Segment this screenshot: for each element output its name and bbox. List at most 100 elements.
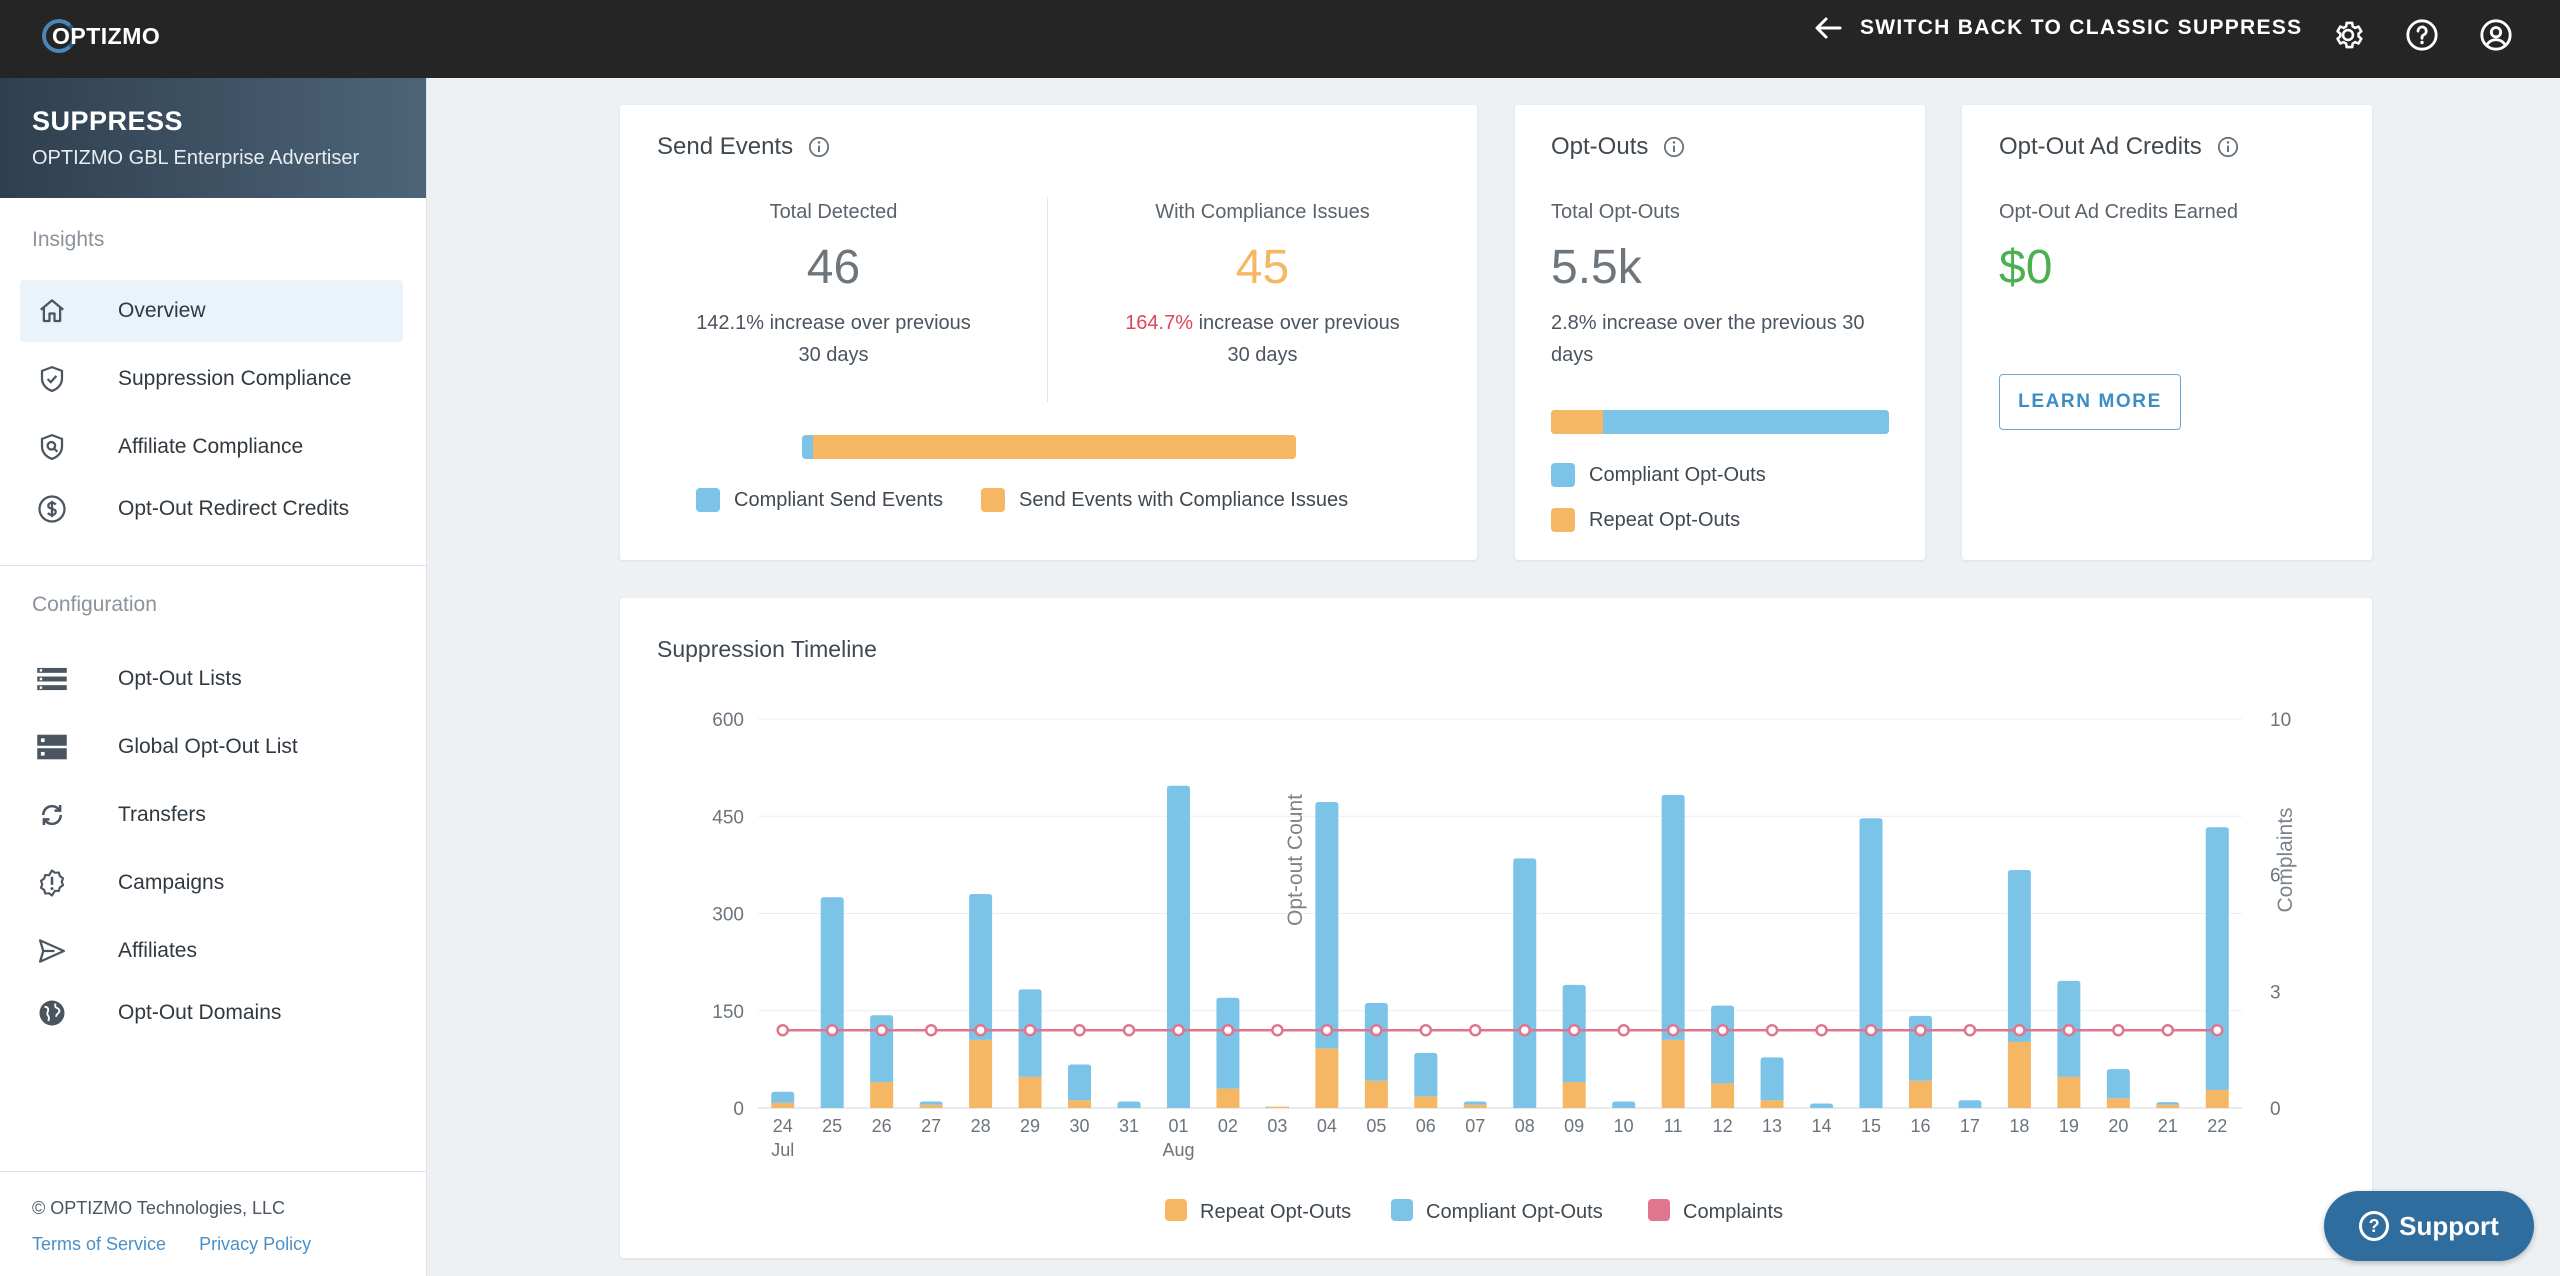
- dollar-circle-icon: [32, 489, 72, 529]
- bar-repeat-opt-outs: [2106, 1098, 2130, 1108]
- chart-bars: [771, 785, 2229, 1110]
- sidebar-item-opt-out-lists[interactable]: Opt-Out Lists: [20, 648, 403, 710]
- x-month-label: Jul: [771, 1140, 794, 1160]
- complaint-point: [1716, 1023, 1729, 1037]
- x-tick-label: 16: [1910, 1116, 1930, 1136]
- info-icon[interactable]: [2216, 135, 2240, 159]
- complaint-point: [2062, 1023, 2076, 1037]
- alert-badge-icon: [32, 863, 72, 903]
- bar-compliant-opt-outs: [1414, 1052, 1438, 1097]
- bar-compliant-opt-outs: [2205, 827, 2229, 1090]
- complaint-point: [974, 1023, 987, 1037]
- x-tick-label: 19: [2059, 1116, 2079, 1136]
- bar-repeat-opt-outs: [870, 1082, 894, 1108]
- credits-earned-label: Opt-Out Ad Credits Earned: [1999, 201, 2239, 223]
- support-button[interactable]: ? Support: [2324, 1191, 2534, 1261]
- x-month-label: Aug: [1162, 1140, 1194, 1160]
- total-opt-outs-value: 5.5k: [1551, 241, 1642, 294]
- complaint-point: [1370, 1023, 1383, 1037]
- section-label-insights: Insights: [32, 228, 105, 251]
- globe-icon: [32, 993, 72, 1033]
- terms-of-service-link[interactable]: Terms of Service: [32, 1234, 167, 1254]
- sidebar-item-transfers[interactable]: Transfers: [20, 784, 403, 846]
- sidebar-item-suppression-compliance[interactable]: Suppression Compliance: [20, 348, 403, 410]
- sidebar-divider: [0, 565, 427, 566]
- x-tick-label: 14: [1812, 1116, 1832, 1136]
- legend-swatch-issues: [981, 488, 1006, 512]
- legend-issues-label: Send Events with Compliance Issues: [1019, 488, 1349, 511]
- privacy-policy-link[interactable]: Privacy Policy: [199, 1234, 312, 1254]
- bar-compliant-opt-outs: [771, 1091, 795, 1103]
- help-icon[interactable]: [2402, 15, 2442, 55]
- y2-axis-label: Complaints: [2274, 807, 2297, 912]
- sidebar-item-opt-out-domains[interactable]: Opt-Out Domains: [20, 982, 403, 1044]
- sidebar-item-affiliates[interactable]: Affiliates: [20, 920, 403, 982]
- x-tick-label: 31: [1119, 1116, 1139, 1136]
- total-opt-outs-label: Total Opt-Outs: [1551, 201, 1680, 223]
- legend-label: Compliant Opt-Outs: [1426, 1201, 1603, 1223]
- bar-repeat-opt-outs: [771, 1102, 795, 1108]
- bar-compliant-opt-outs: [1612, 1101, 1636, 1108]
- sidebar-item-label: Overview: [118, 299, 206, 322]
- y-tick-label: 450: [712, 807, 744, 828]
- x-tick-label: 04: [1317, 1116, 1337, 1136]
- complaint-point: [1666, 1023, 1680, 1037]
- sidebar-item-label: Affiliate Compliance: [118, 435, 304, 458]
- legend-compliant-label: Compliant Send Events: [734, 488, 944, 511]
- x-tick-label: 15: [1861, 1116, 1881, 1136]
- total-detected-description: 142.1% increase over previous 30 days: [696, 312, 971, 366]
- bar-compliant-opt-outs: [820, 897, 844, 1108]
- complaint-point: [2211, 1023, 2224, 1037]
- sidebar-item-label: Opt-Out Domains: [118, 1001, 282, 1024]
- card-title: Send Events: [657, 133, 831, 161]
- info-icon[interactable]: [807, 135, 831, 159]
- opt-outs-progress-bar: [1551, 410, 1889, 434]
- x-tick-label: 22: [2207, 1116, 2227, 1136]
- x-tick-label: 12: [1713, 1116, 1733, 1136]
- x-tick-label: 03: [1267, 1116, 1287, 1136]
- sidebar-header: SUPPRESS OPTIZMO GBL Enterprise Advertis…: [0, 78, 426, 198]
- x-tick-label: 01: [1168, 1116, 1188, 1136]
- info-icon[interactable]: [1662, 135, 1686, 159]
- bar-repeat-opt-outs: [1068, 1100, 1092, 1108]
- x-tick-label: 02: [1218, 1116, 1238, 1136]
- complaint-point: [825, 1023, 839, 1037]
- complaint-point: [1469, 1023, 1482, 1037]
- legend-swatch: [1391, 1199, 1413, 1221]
- complaint-point: [1419, 1023, 1433, 1037]
- complaint-point: [2112, 1023, 2125, 1037]
- complaint-point: [1172, 1023, 1185, 1037]
- complaint-point: [1073, 1023, 1086, 1037]
- learn-more-button[interactable]: LEARN MORE: [1999, 374, 2181, 430]
- sidebar-item-global-opt-out-list[interactable]: Global Opt-Out List: [20, 716, 403, 778]
- sidebar-item-opt-out-redirect-credits[interactable]: Opt-Out Redirect Credits: [20, 478, 403, 540]
- sidebar-item-affiliate-compliance[interactable]: Affiliate Compliance: [20, 416, 403, 478]
- sidebar-item-campaigns[interactable]: Campaigns: [20, 852, 403, 914]
- legend-swatch-compliant: [1551, 463, 1575, 487]
- bar-repeat-opt-outs: [919, 1104, 943, 1108]
- bar-compliant-opt-outs: [2156, 1102, 2180, 1106]
- optizmo-logo[interactable]: OPTIZMO: [40, 18, 170, 54]
- server-icon: [32, 727, 72, 767]
- total-detected-value: 46: [806, 241, 861, 294]
- ad-credits-title: Opt-Out Ad Credits: [1999, 133, 2202, 160]
- arrow-left-icon: [1808, 10, 1848, 46]
- complaint-point: [1221, 1023, 1235, 1037]
- legend-compliant: Compliant Opt-Outs: [1551, 463, 1766, 487]
- bar-repeat-opt-outs: [2007, 1041, 2031, 1108]
- suppression-timeline-card: Suppression Timeline 0 150 300 450 600 0 3 6 10…: [620, 598, 2372, 1258]
- sidebar-divider: [0, 1171, 427, 1172]
- switch-back-to-classic-button[interactable]: SWITCH BACK TO CLASSIC SUPPRESS: [1808, 10, 2302, 46]
- gear-icon[interactable]: [2328, 15, 2368, 55]
- x-tick-label: 07: [1465, 1116, 1485, 1136]
- account-icon[interactable]: [2476, 15, 2516, 55]
- x-tick-label: 29: [1020, 1116, 1040, 1136]
- bar-repeat-opt-outs: [1562, 1082, 1586, 1108]
- legend-repeat: Repeat Opt-Outs: [1551, 508, 1740, 532]
- bar-compliant-opt-outs: [1661, 794, 1685, 1040]
- y-tick-label: 600: [712, 710, 744, 731]
- ad-credits-card: Opt-Out Ad Credits Opt-Out Ad Credits Ea…: [1962, 105, 2372, 560]
- bar-repeat-opt-outs: [1216, 1088, 1240, 1108]
- credits-earned-value: $0: [1999, 241, 2053, 294]
- sidebar-item-overview[interactable]: Overview: [20, 280, 403, 342]
